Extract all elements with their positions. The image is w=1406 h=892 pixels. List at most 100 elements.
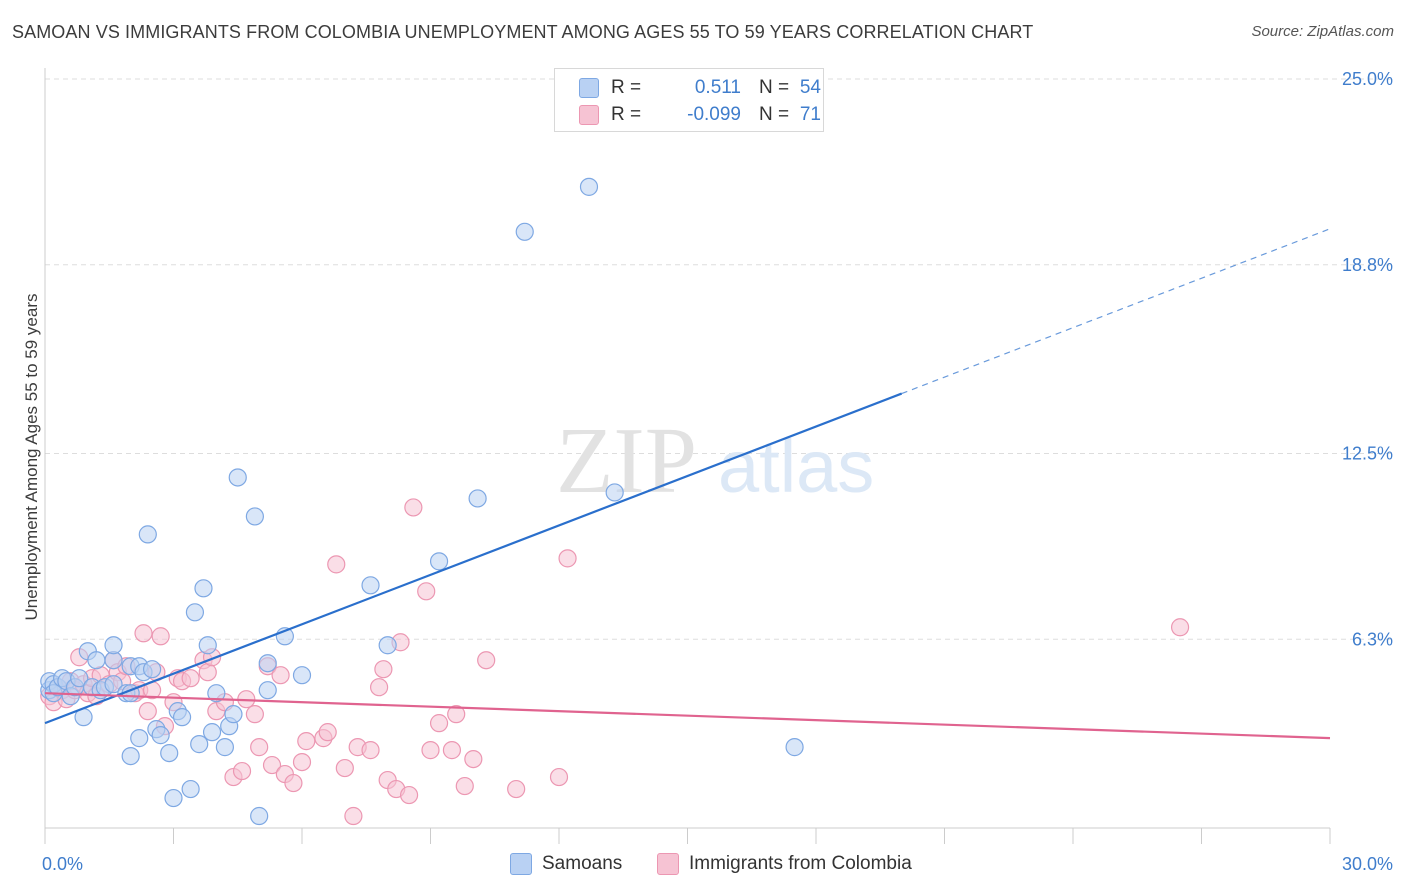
colombia-point bbox=[134, 624, 153, 643]
samoans-point bbox=[104, 675, 123, 694]
colombia-point bbox=[1170, 618, 1190, 637]
bottom-legend-swatch-colombia bbox=[657, 853, 679, 875]
samoans-point bbox=[579, 177, 599, 196]
correlation-legend: R = 0.511 N = 54 R = -0.099 N = 71 bbox=[554, 68, 824, 132]
x-tick-label: 30.0% bbox=[1342, 854, 1393, 874]
samoans-point bbox=[258, 681, 277, 700]
colombia-point bbox=[455, 776, 474, 796]
gridlines bbox=[45, 78, 1392, 640]
samoans-trend-extension bbox=[901, 228, 1331, 395]
samoans-point bbox=[292, 666, 312, 685]
samoans-point bbox=[202, 723, 222, 742]
y-tick-label: 25.0% bbox=[1342, 69, 1393, 89]
colombia-point bbox=[262, 755, 282, 775]
samoans-point bbox=[250, 806, 269, 826]
samoans-point bbox=[258, 654, 277, 673]
colombia-point bbox=[284, 773, 303, 793]
colombia-point bbox=[477, 651, 496, 670]
samoans-point bbox=[142, 660, 162, 679]
colombia-trend-line bbox=[44, 692, 1331, 740]
colombia-point bbox=[507, 779, 526, 799]
samoans-point bbox=[121, 746, 140, 766]
colombia-point bbox=[344, 806, 363, 826]
samoans-trend-line bbox=[44, 392, 903, 725]
series-colombia-points bbox=[40, 498, 1190, 826]
bottom-legend-label-samoans: Samoans bbox=[542, 853, 623, 874]
colombia-point bbox=[250, 738, 269, 757]
colombia-point bbox=[297, 732, 316, 751]
tick-labels: 6.3% 12.5% 18.8% 25.0% 0.0% 30.0% bbox=[42, 69, 1393, 874]
samoans-point bbox=[785, 738, 804, 757]
legend-swatch-samoans bbox=[579, 78, 599, 98]
colombia-point bbox=[327, 555, 346, 574]
watermark-atlas: atlas bbox=[718, 425, 874, 508]
x-tick-label: 0.0% bbox=[42, 854, 83, 874]
colombia-point bbox=[558, 549, 577, 568]
chart-title: SAMOAN VS IMMIGRANTS FROM COLOMBIA UNEMP… bbox=[12, 22, 1034, 42]
legend-n-value: 54 bbox=[799, 77, 821, 98]
legend-n-value: 71 bbox=[799, 104, 821, 125]
samoans-point bbox=[185, 603, 205, 622]
watermark: ZIP atlas bbox=[556, 409, 874, 513]
colombia-point bbox=[271, 666, 290, 685]
samoans-point bbox=[224, 705, 243, 724]
samoans-point bbox=[70, 669, 89, 688]
colombia-point bbox=[442, 741, 462, 760]
colombia-point bbox=[292, 752, 312, 772]
y-tick-label: 18.8% bbox=[1342, 255, 1393, 275]
watermark-zip: ZIP bbox=[556, 409, 697, 513]
colombia-point bbox=[370, 678, 389, 697]
colombia-point bbox=[318, 723, 337, 742]
samoans-point bbox=[468, 489, 487, 508]
samoans-point bbox=[228, 468, 247, 487]
colombia-point bbox=[404, 498, 423, 517]
samoans-point bbox=[378, 636, 397, 655]
colombia-point bbox=[181, 669, 200, 688]
samoans-point bbox=[151, 726, 170, 745]
samoans-point bbox=[190, 735, 209, 754]
colombia-point bbox=[361, 741, 380, 760]
samoans-point bbox=[87, 651, 106, 670]
legend-n-label: N = bbox=[759, 104, 790, 125]
samoans-point bbox=[515, 222, 534, 241]
samoans-point bbox=[181, 779, 200, 799]
colombia-point bbox=[417, 582, 436, 601]
samoans-point bbox=[245, 507, 264, 526]
legend-swatch-colombia bbox=[579, 105, 599, 125]
samoans-point bbox=[130, 729, 149, 748]
legend-r-value: -0.099 bbox=[687, 104, 741, 125]
trend-lines bbox=[44, 228, 1331, 740]
bottom-legend-label-colombia: Immigrants from Colombia bbox=[689, 853, 912, 874]
legend-r-label: R = bbox=[611, 104, 642, 125]
colombia-point bbox=[421, 741, 440, 760]
y-tick-label: 12.5% bbox=[1342, 444, 1393, 464]
legend-r-value: 0.511 bbox=[694, 77, 741, 98]
colombia-point bbox=[464, 749, 483, 769]
y-axis-label: Unemployment Among Ages 55 to 59 years bbox=[22, 294, 41, 621]
samoans-point bbox=[164, 788, 183, 808]
samoans-point bbox=[104, 636, 123, 655]
colombia-point bbox=[429, 714, 449, 733]
legend-n-label: N = bbox=[759, 77, 790, 98]
samoans-point bbox=[172, 708, 192, 727]
samoans-point bbox=[138, 525, 157, 544]
colombia-point bbox=[138, 702, 157, 721]
samoans-point bbox=[605, 483, 624, 502]
colombia-point bbox=[198, 663, 217, 682]
y-tick-label: 6.3% bbox=[1352, 629, 1393, 649]
samoans-point bbox=[215, 738, 234, 757]
source-label: Source: ZipAtlas.com bbox=[1251, 23, 1394, 40]
colombia-point bbox=[399, 785, 419, 805]
samoans-point bbox=[198, 636, 217, 655]
colombia-point bbox=[232, 761, 252, 781]
colombia-point bbox=[447, 705, 466, 724]
samoans-point bbox=[361, 576, 380, 595]
colombia-point bbox=[335, 758, 354, 778]
bottom-legend-swatch-samoans bbox=[510, 853, 532, 875]
colombia-point bbox=[245, 705, 264, 724]
colombia-point bbox=[151, 627, 170, 646]
legend-r-label: R = bbox=[611, 77, 642, 98]
samoans-point bbox=[160, 743, 179, 763]
samoans-point bbox=[207, 684, 226, 703]
